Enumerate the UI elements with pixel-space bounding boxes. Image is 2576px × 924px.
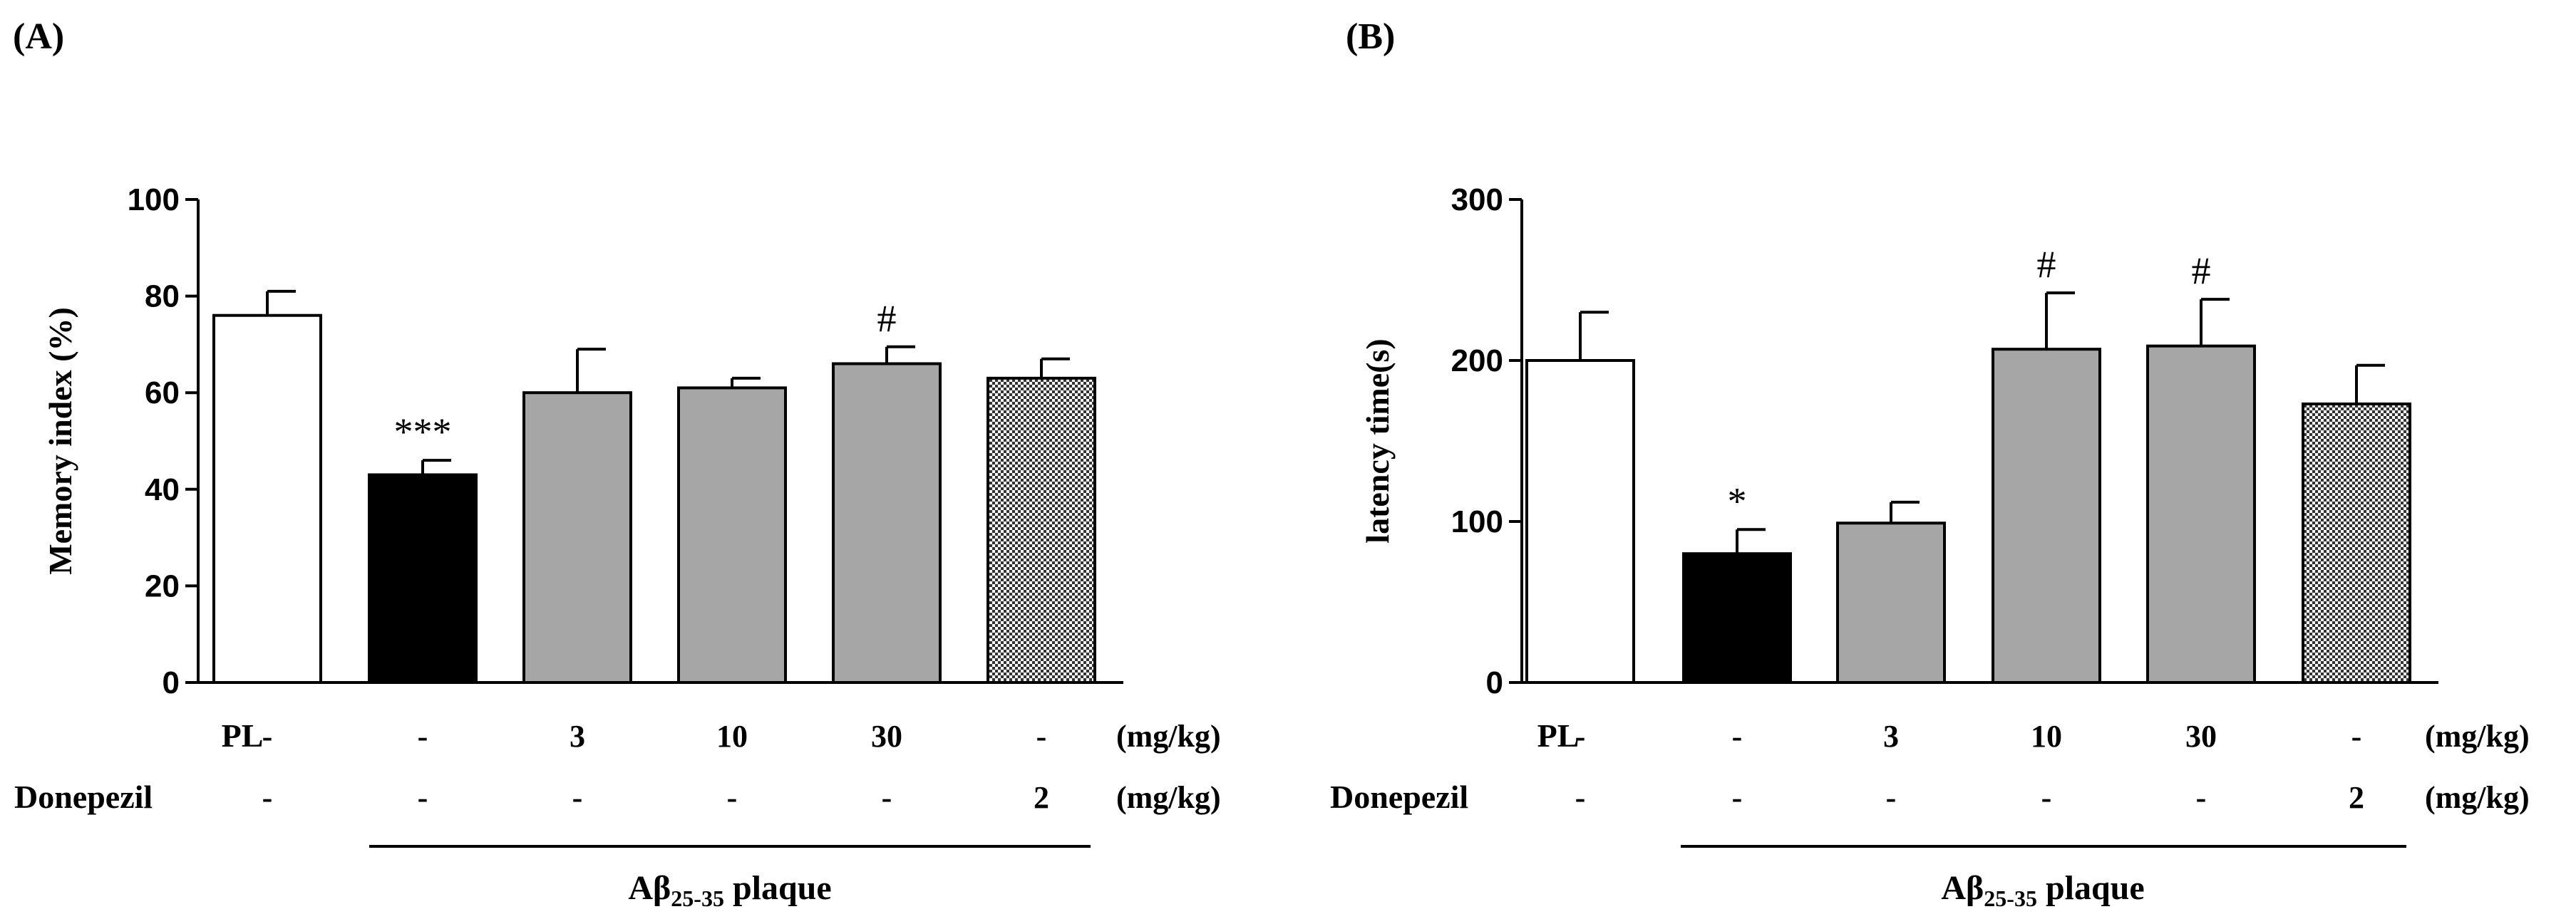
y-tick-label: 100 xyxy=(128,182,180,217)
significance-mark: # xyxy=(2192,249,2211,292)
bar xyxy=(1525,359,1635,684)
significance-mark: # xyxy=(877,297,897,340)
bar xyxy=(1836,521,1946,685)
condition-value: - xyxy=(727,780,738,815)
condition-value: - xyxy=(572,780,583,815)
bar xyxy=(368,473,478,685)
unit-label: (mg/kg) xyxy=(2425,780,2530,815)
bar xyxy=(1682,552,1792,685)
unit-label: (mg/kg) xyxy=(1116,780,1221,815)
significance-mark: # xyxy=(2037,243,2056,286)
condition-value: - xyxy=(262,780,273,815)
condition-value: - xyxy=(1575,719,1586,754)
y-tick-label: 100 xyxy=(1451,504,1503,539)
condition-value: - xyxy=(2196,780,2207,815)
bar xyxy=(986,376,1096,684)
y-tick-label: 0 xyxy=(1486,665,1503,700)
y-tick-label: 80 xyxy=(145,279,180,314)
y-tick-label: 300 xyxy=(1451,182,1503,217)
condition-value: - xyxy=(2351,719,2362,754)
significance-mark: * xyxy=(1728,479,1747,522)
group-label: Aβ25-35 plaque xyxy=(628,869,831,911)
condition-value: - xyxy=(1036,719,1047,754)
bar xyxy=(832,362,942,684)
row-label: Donepezil xyxy=(14,779,153,815)
panel-label: (B) xyxy=(1346,16,1395,57)
significance-mark: *** xyxy=(394,410,452,453)
condition-value: - xyxy=(1732,719,1743,754)
y-tick-label: 20 xyxy=(145,569,180,603)
condition-value: 10 xyxy=(716,719,748,754)
bar xyxy=(212,313,322,685)
condition-value: 30 xyxy=(2185,719,2217,754)
condition-value: - xyxy=(2041,780,2052,815)
y-axis-label: Memory index (%) xyxy=(42,307,78,575)
condition-value: - xyxy=(1575,780,1586,815)
unit-label: (mg/kg) xyxy=(1116,719,1221,754)
row-label: PL xyxy=(222,717,264,754)
condition-value: - xyxy=(418,780,428,815)
condition-value: - xyxy=(262,719,273,754)
y-tick-label: 0 xyxy=(163,665,180,700)
condition-value: - xyxy=(1732,780,1743,815)
condition-value: - xyxy=(418,719,428,754)
condition-value: 3 xyxy=(1883,719,1899,754)
y-axis-label: latency time(s) xyxy=(1359,338,1396,543)
condition-value: 3 xyxy=(570,719,585,754)
y-tick-label: 200 xyxy=(1451,343,1503,378)
condition-value: 2 xyxy=(2349,780,2364,815)
bar xyxy=(522,391,632,684)
condition-value: - xyxy=(1886,780,1897,815)
unit-label: (mg/kg) xyxy=(2425,719,2530,754)
bar xyxy=(2146,344,2256,684)
row-label: Donepezil xyxy=(1330,779,1468,815)
panel-label: (A) xyxy=(13,16,64,57)
bar xyxy=(2302,403,2411,685)
group-label: Aβ25-35 plaque xyxy=(1941,869,2144,911)
condition-value: 10 xyxy=(2031,719,2062,754)
condition-value: 2 xyxy=(1034,780,1049,815)
condition-value: 30 xyxy=(871,719,902,754)
bar xyxy=(1992,348,2101,684)
row-label: PL xyxy=(1537,717,1580,754)
y-tick-label: 40 xyxy=(145,472,180,507)
y-tick-label: 60 xyxy=(145,375,180,410)
condition-value: - xyxy=(882,780,892,815)
bar xyxy=(677,386,787,684)
